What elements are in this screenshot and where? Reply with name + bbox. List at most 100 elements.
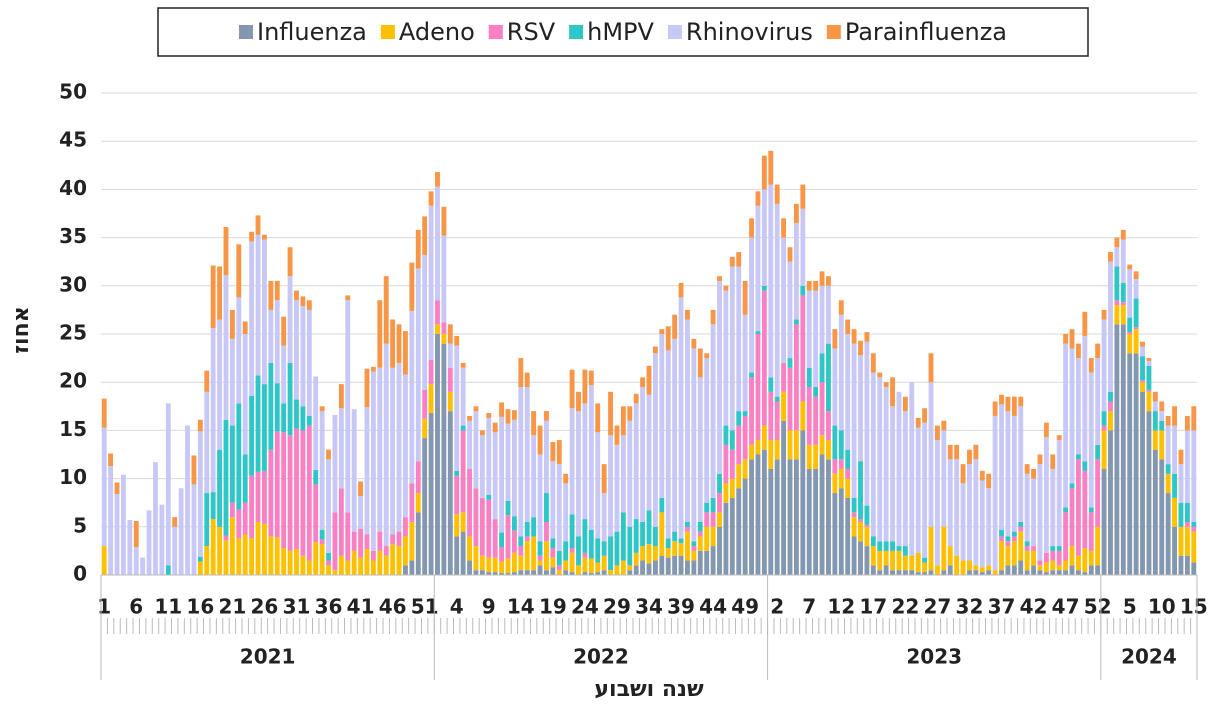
bar-segment — [294, 300, 299, 400]
bar-segment — [1075, 343, 1081, 359]
bar-segment — [204, 370, 210, 392]
bar-segment — [505, 409, 511, 424]
x-tick-label: 9 — [482, 595, 496, 619]
bar-segment — [396, 324, 402, 363]
bar-segment — [479, 435, 485, 498]
bar-segment — [1172, 425, 1178, 474]
bar-segment — [1108, 252, 1113, 262]
bar-segment — [274, 537, 280, 575]
bar-segment — [300, 555, 306, 575]
bar-segment — [954, 459, 960, 556]
bar-segment — [652, 353, 658, 527]
bar-segment — [736, 425, 742, 465]
legend-label: RSV — [507, 18, 556, 46]
bar-segment — [262, 384, 267, 471]
bar-segment — [505, 423, 511, 501]
bar-segment — [409, 521, 415, 561]
bar-segment — [364, 407, 370, 535]
bar-segment — [793, 203, 799, 224]
bar-segment — [665, 548, 671, 558]
bar-segment — [941, 420, 947, 431]
bar-segment — [524, 387, 530, 522]
bar-segment — [428, 191, 434, 206]
bar-segment — [1037, 570, 1043, 575]
bar-segment — [806, 387, 812, 445]
bar-segment — [1031, 468, 1036, 479]
bar-segment — [992, 415, 998, 571]
bar-segment — [1184, 430, 1190, 503]
bar-segment — [601, 555, 607, 571]
bar-segment — [813, 444, 819, 469]
bar-segment — [1050, 468, 1056, 547]
bar-segment — [678, 555, 684, 575]
bar-segment — [1114, 237, 1120, 248]
bar-segment — [1146, 389, 1152, 392]
bar-segment — [313, 542, 319, 575]
bar-segment — [1037, 560, 1043, 566]
bar-segment — [627, 420, 633, 527]
bar-segment — [787, 261, 793, 359]
bar-segment — [319, 529, 325, 540]
bar-segment — [742, 415, 748, 460]
bar-segment — [422, 216, 428, 255]
bar-segment — [967, 449, 972, 465]
bar-segment — [486, 413, 492, 418]
bar-segment — [877, 377, 883, 542]
bar-segment — [755, 331, 761, 334]
bar-segment — [364, 534, 370, 549]
bar-segment — [460, 430, 466, 513]
bar-segment — [294, 548, 299, 575]
bar-segment — [691, 560, 697, 575]
bar-segment — [403, 536, 408, 566]
bar-segment — [922, 557, 928, 563]
bar-segment — [1069, 565, 1075, 575]
bar-segment — [1069, 348, 1075, 484]
bar-segment — [601, 541, 607, 556]
bar-segment — [1108, 430, 1113, 575]
bar-segment — [870, 372, 876, 537]
bar-segment — [992, 401, 998, 416]
bar-segment — [1146, 358, 1152, 361]
bar-segment — [287, 550, 293, 575]
bar-segment — [967, 464, 972, 561]
bar-segment — [1056, 546, 1062, 551]
bar-segment — [1165, 425, 1171, 465]
bar-segment — [819, 353, 825, 383]
bar-segment — [576, 411, 581, 537]
bar-segment — [499, 416, 505, 533]
bar-segment — [710, 497, 716, 513]
x-tick-label: 36 — [315, 595, 343, 619]
bar-segment — [1152, 411, 1158, 431]
bar-segment — [511, 410, 517, 420]
bar-segment — [569, 572, 575, 575]
bar-segment — [1069, 329, 1075, 349]
bar-segment — [1101, 411, 1107, 426]
bar-segment — [678, 282, 684, 298]
bar-segment — [710, 526, 716, 547]
bar-segment — [556, 570, 562, 575]
bar-segment — [537, 555, 543, 561]
bar-segment — [281, 403, 287, 433]
bar-segment — [1133, 298, 1139, 328]
bar-segment — [101, 546, 107, 575]
bar-segment — [531, 435, 537, 518]
bar-segment — [858, 340, 863, 356]
bar-segment — [826, 285, 831, 344]
bar-segment — [563, 570, 569, 575]
bar-segment — [518, 358, 524, 388]
bar-segment — [864, 546, 870, 575]
bar-segment — [518, 570, 524, 575]
bar-segment — [582, 403, 588, 520]
bar-segment — [524, 372, 530, 388]
bar-segment — [787, 459, 793, 575]
bar-segment — [473, 411, 479, 489]
bar-segment — [1069, 488, 1075, 547]
bar-segment — [902, 570, 908, 575]
bar-segment — [793, 319, 799, 325]
bar-segment — [986, 570, 992, 575]
bar-segment — [704, 358, 710, 503]
bar-segment — [877, 372, 883, 378]
bar-segment — [1088, 507, 1094, 513]
bar-segment — [403, 517, 408, 537]
bar-segment — [883, 550, 889, 566]
